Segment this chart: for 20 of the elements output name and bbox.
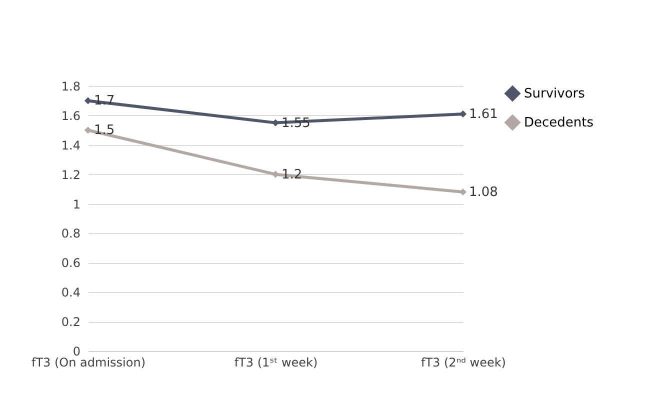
y-tick-label: 0.2 bbox=[61, 315, 80, 330]
y-tick-label: 1.8 bbox=[61, 80, 80, 94]
x-tick-label: fT3 (1ˢᵗ week) bbox=[234, 356, 318, 370]
y-tick-label: 1 bbox=[72, 197, 80, 212]
legend-label: Decedents bbox=[524, 116, 594, 130]
y-tick-label: 0.8 bbox=[61, 226, 80, 241]
x-tick-label: fT3 (On admission) bbox=[31, 356, 146, 370]
y-tick-label: 0.4 bbox=[61, 286, 80, 300]
point bbox=[84, 126, 92, 134]
y-tick-label: 0 bbox=[72, 344, 80, 358]
data-label: 1.61 bbox=[469, 106, 498, 122]
x-tick-label: fT3 (2ⁿᵈ week) bbox=[421, 356, 506, 370]
data-label: 1.2 bbox=[282, 167, 302, 182]
y-tick-label: 1.2 bbox=[61, 168, 80, 182]
legend-label: Survivors bbox=[524, 86, 586, 102]
y-tick-label: 0.6 bbox=[61, 256, 80, 270]
y-tick-label: 1.4 bbox=[61, 138, 80, 152]
y-tick-label: 1.6 bbox=[61, 108, 80, 123]
data-label: 1.5 bbox=[94, 123, 115, 138]
data-label: 1.08 bbox=[469, 185, 498, 200]
